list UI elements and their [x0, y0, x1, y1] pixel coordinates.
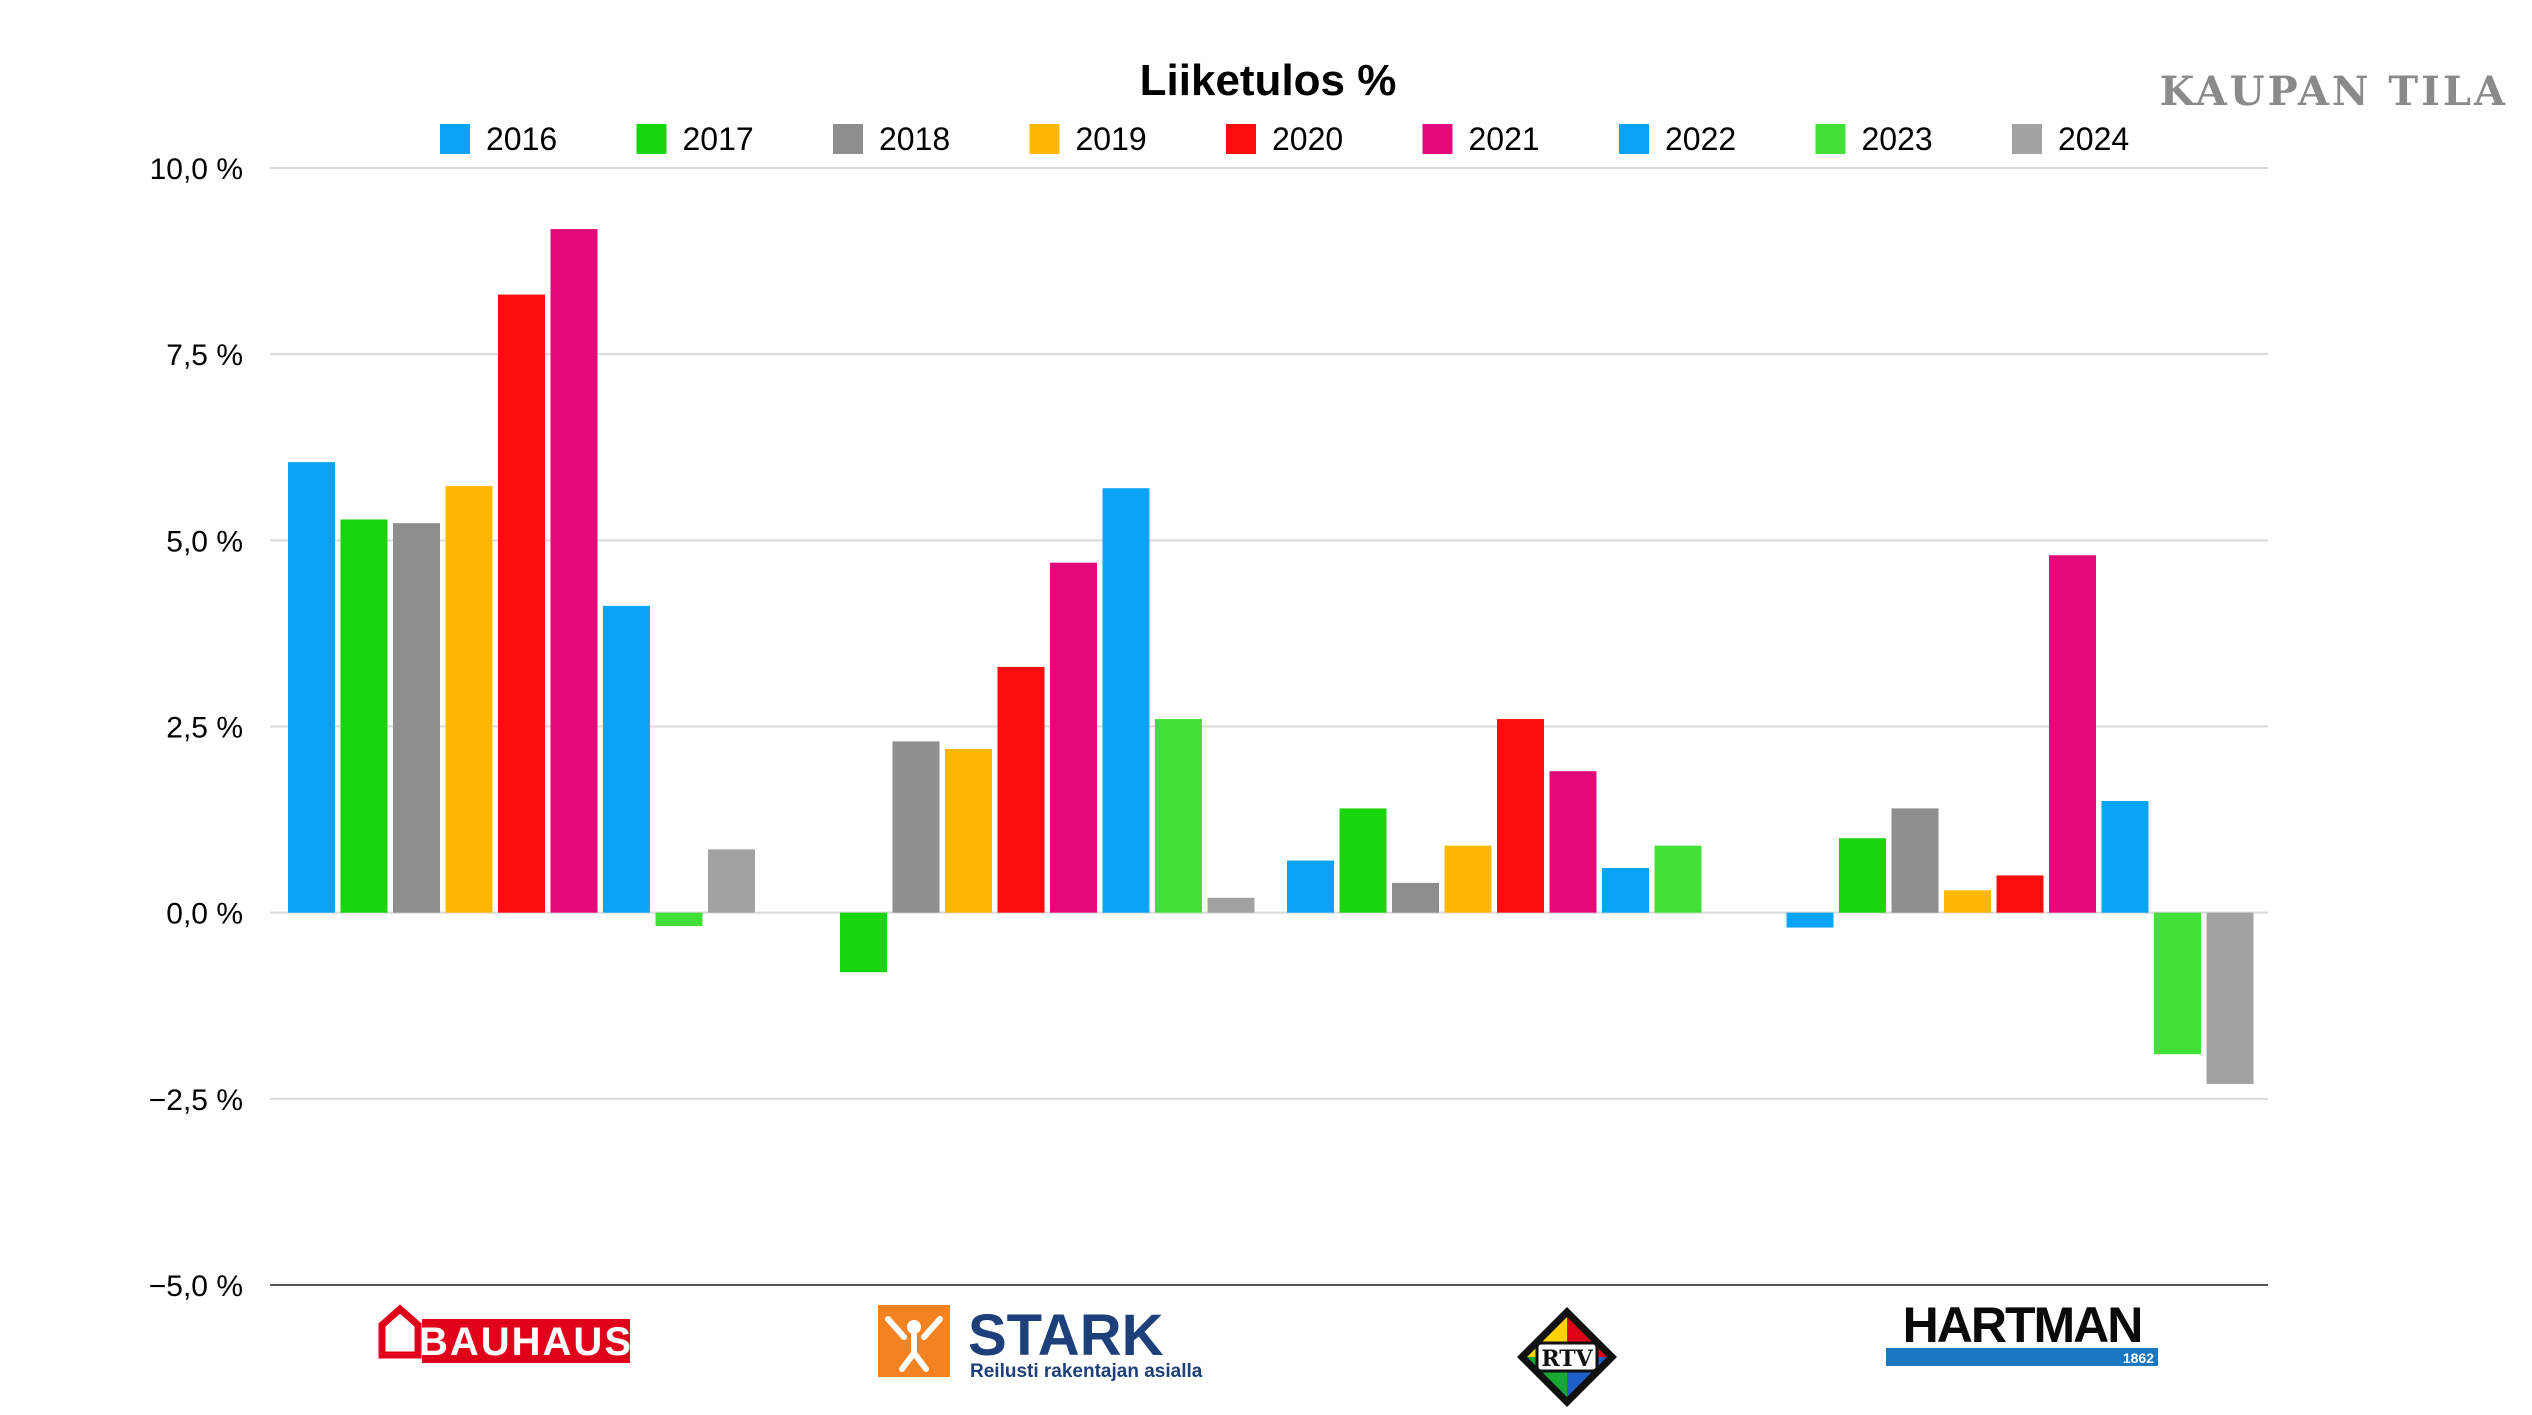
legend-label-2022: 2022 — [1665, 121, 1736, 157]
y-tick-label: 0,0 % — [166, 898, 243, 931]
bar-hartman-2018 — [1891, 808, 1939, 913]
bar-stark-2018 — [892, 741, 940, 913]
bar-stark-2019 — [945, 748, 992, 913]
bar-rtv-2021 — [1549, 771, 1597, 913]
bar-rtv-2022 — [1602, 867, 1649, 913]
legend-swatch-2024 — [2012, 124, 2042, 154]
bar-bauhaus-2019 — [445, 485, 493, 913]
legend-label-2017: 2017 — [683, 121, 754, 157]
legend-label-2024: 2024 — [2058, 121, 2129, 157]
bars — [288, 229, 2254, 1084]
legend-swatch-2017 — [636, 124, 667, 154]
bar-rtv-2018 — [1392, 882, 1439, 913]
bar-stark-2020 — [997, 666, 1045, 913]
y-tick-label: 7,5 % — [166, 339, 243, 372]
legend-label-2019: 2019 — [1076, 121, 1147, 157]
bar-rtv-2017 — [1339, 808, 1387, 913]
stark-tagline: Reilusti rakentajan asialla — [970, 1361, 1203, 1382]
bar-hartman-2016 — [1786, 912, 1834, 928]
bar-bauhaus-2016 — [288, 462, 335, 913]
y-tick-label: 5,0 % — [166, 525, 243, 558]
legend-label-2021: 2021 — [1469, 121, 1540, 157]
chart-title: Liiketulos % — [1140, 56, 1397, 105]
bauhaus-logo-text: BAUHAUS — [419, 1320, 633, 1364]
rtv-logo-text: RTV — [1541, 1346, 1593, 1372]
bar-bauhaus-2021 — [550, 229, 598, 913]
bar-hartman-2022 — [2101, 800, 2149, 913]
hartman-year: 1862 — [2123, 1350, 2154, 1366]
bar-hartman-2023 — [2154, 912, 2201, 1055]
bar-hartman-2020 — [1996, 875, 2044, 913]
legend-label-2016: 2016 — [486, 121, 557, 157]
stark-logo-text: STARK — [968, 1303, 1164, 1368]
legend: 2016 2017 2018 2019 2020 2021 2022 2023 2024 — [440, 121, 2129, 157]
logo-bauhaus: BAUHAUS — [378, 1304, 633, 1364]
bar-bauhaus-2024 — [708, 849, 755, 913]
watermark-kaupan-tila: KAUPAN TILA — [2160, 68, 2508, 115]
bar-stark-2023 — [1155, 719, 1202, 913]
bauhaus-house-icon — [378, 1304, 422, 1359]
bar-stark-2017 — [840, 912, 887, 973]
bar-rtv-2016 — [1287, 860, 1334, 913]
bar-hartman-2021 — [2049, 555, 2096, 913]
bar-bauhaus-2018 — [393, 523, 440, 913]
legend-swatch-2021 — [1422, 124, 1453, 154]
y-axis-ticks: −5,0 % −2,5 % 0,0 % 2,5 % 5,0 % 7,5 % 10,0 % — [149, 153, 243, 1303]
legend-swatch-2022 — [1619, 124, 1649, 154]
bar-rtv-2019 — [1444, 845, 1492, 913]
bar-bauhaus-2020 — [498, 294, 545, 913]
bar-hartman-2024 — [2206, 912, 2254, 1084]
y-tick-label: −2,5 % — [149, 1084, 243, 1117]
hartman-logo-text: HARTMAN — [1903, 1297, 2142, 1353]
bar-bauhaus-2022 — [603, 605, 650, 913]
legend-swatch-2018 — [833, 124, 863, 154]
bar-hartman-2019 — [1944, 890, 1991, 913]
y-tick-label: −5,0 % — [149, 1270, 243, 1303]
logo-hartman: HARTMAN 1862 — [1886, 1297, 2158, 1366]
bar-rtv-2020 — [1497, 719, 1544, 913]
logo-stark: STARK Reilusti rakentajan asialla — [878, 1303, 1203, 1382]
bar-rtv-2023 — [1654, 845, 1702, 913]
legend-swatch-2016 — [440, 124, 470, 154]
bar-stark-2024 — [1207, 897, 1255, 913]
bar-hartman-2017 — [1839, 838, 1886, 913]
legend-swatch-2019 — [1029, 124, 1060, 154]
logo-rtv: RTV — [1517, 1307, 1617, 1407]
bar-stark-2022 — [1102, 488, 1150, 913]
bar-bauhaus-2017 — [340, 519, 388, 913]
legend-label-2020: 2020 — [1272, 121, 1343, 157]
legend-label-2018: 2018 — [879, 121, 950, 157]
legend-swatch-2023 — [1815, 124, 1846, 154]
y-tick-label: 2,5 % — [166, 712, 243, 745]
bar-bauhaus-2023 — [655, 912, 703, 927]
bar-stark-2021 — [1050, 562, 1097, 913]
legend-label-2023: 2023 — [1862, 121, 1933, 157]
legend-swatch-2020 — [1226, 124, 1256, 154]
y-tick-label: 10,0 % — [150, 153, 243, 186]
